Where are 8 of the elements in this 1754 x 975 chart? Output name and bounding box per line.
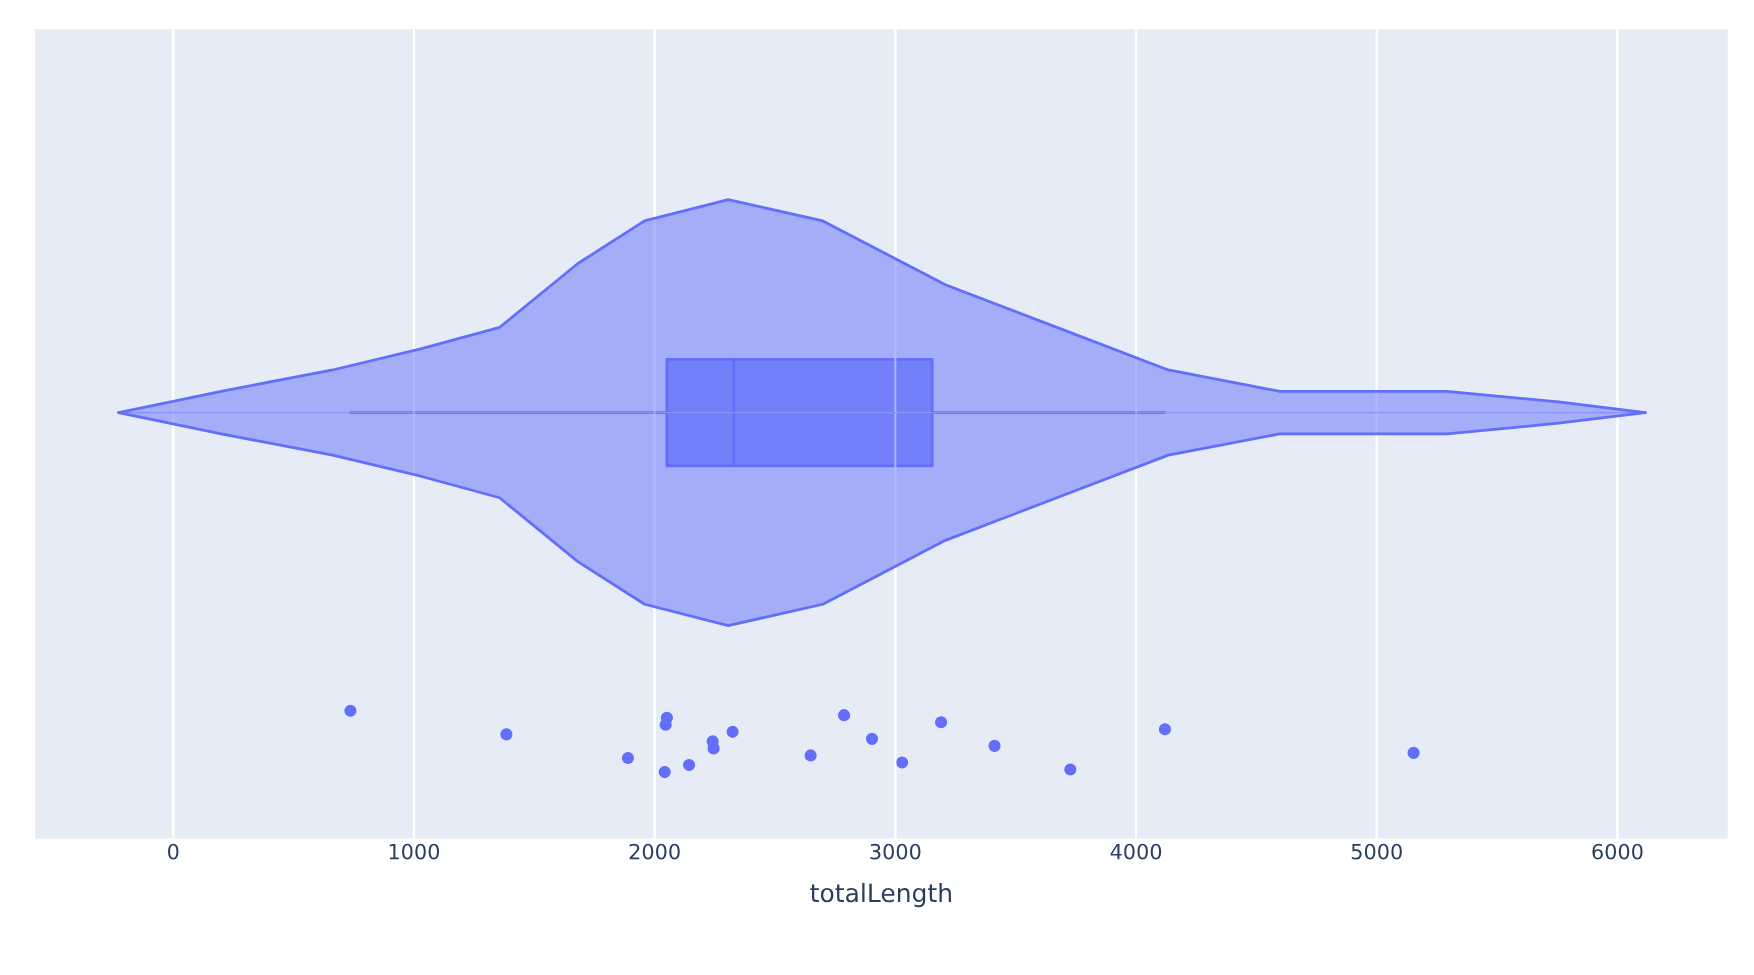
x-tick-label: 0 [167,843,179,860]
x-tick-label: 1000 [389,843,440,860]
x-tick-label: 5000 [1351,843,1402,860]
x-axis-title: totalLength [810,882,951,908]
x-tick-label: 2000 [629,843,680,860]
x-tick-label: 4000 [1110,843,1162,860]
x-tick-label: 3000 [870,843,921,860]
x-tick-label: 6000 [1592,843,1643,860]
